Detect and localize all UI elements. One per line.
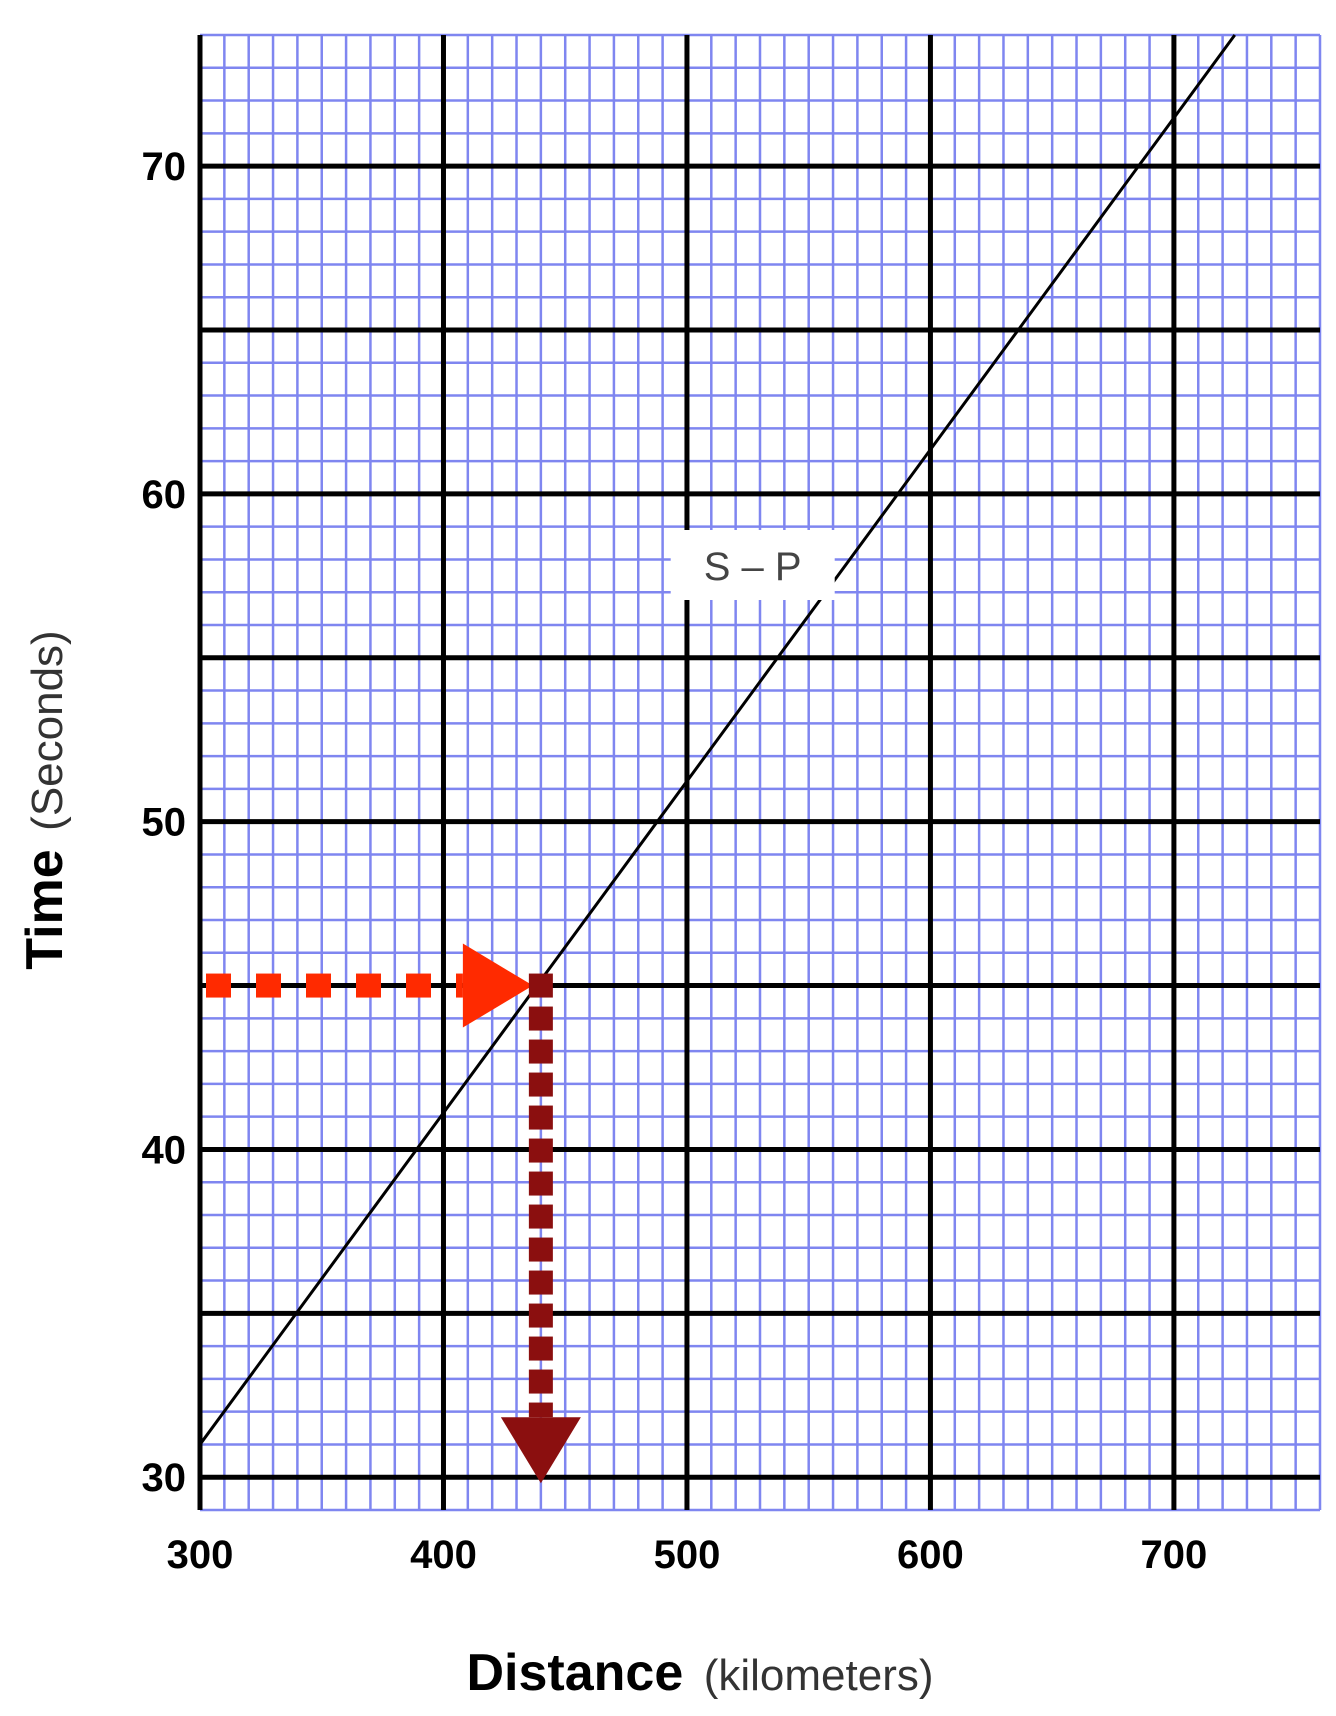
- horizontal-arrow-dash: [356, 973, 381, 998]
- vertical-arrow-dash: [528, 1237, 553, 1262]
- vertical-arrow-dash: [528, 1270, 553, 1295]
- y-axis-title: Time (Seconds): [16, 630, 74, 969]
- x-axis-title: Distance (kilometers): [466, 1644, 933, 1702]
- vertical-arrow-dash: [528, 1336, 553, 1361]
- horizontal-arrow-dash: [256, 973, 281, 998]
- x-tick-label: 400: [410, 1533, 477, 1577]
- vertical-arrow-dash: [528, 973, 553, 998]
- y-axis-title-main: Time: [16, 849, 74, 969]
- y-tick-label: 40: [142, 1128, 187, 1172]
- series-line: [198, 34, 1236, 1446]
- minor-grid: [200, 33, 1322, 1512]
- x-axis-title-unit: (kilometers): [704, 1651, 934, 1700]
- x-axis-title-main: Distance: [466, 1644, 683, 1702]
- major-grid: [197, 35, 1320, 1510]
- vertical-arrow-head: [500, 1417, 581, 1484]
- vertical-arrow-dash: [528, 1369, 553, 1394]
- series-label-box: [670, 530, 835, 600]
- y-tick-label: 70: [142, 145, 187, 189]
- y-tick-label: 50: [142, 801, 187, 845]
- vertical-arrow-dash: [528, 1402, 553, 1418]
- vertical-arrow-dash: [528, 1204, 553, 1229]
- vertical-arrow-dash: [528, 1006, 553, 1031]
- horizontal-arrow-head: [462, 943, 533, 1028]
- y-tick-label: 60: [142, 473, 187, 517]
- x-tick-label: 600: [897, 1533, 964, 1577]
- horizontal-arrow-dash: [206, 973, 231, 998]
- x-tick-label: 300: [167, 1533, 234, 1577]
- y-tick-label: 30: [142, 1456, 187, 1500]
- x-tick-label: 500: [654, 1533, 721, 1577]
- vertical-arrow-dash: [528, 1138, 553, 1163]
- y-axis-title-unit: (Seconds): [23, 630, 72, 831]
- x-tick-labels: 300 400 500 600 700: [167, 1533, 1208, 1577]
- vertical-arrow-dash: [528, 1039, 553, 1064]
- horizontal-arrow-dash: [306, 973, 331, 998]
- vertical-arrow-dash: [528, 1072, 553, 1097]
- horizontal-arrow-dash: [406, 973, 431, 998]
- annotations: [206, 943, 581, 1484]
- vertical-arrow-dash: [528, 1105, 553, 1130]
- x-tick-label: 700: [1141, 1533, 1208, 1577]
- series-label: S – P: [704, 545, 802, 589]
- y-tick-labels: 30 40 50 60 70: [142, 145, 187, 1500]
- vertical-arrow-dash: [528, 1171, 553, 1196]
- series-group: S – P: [198, 34, 1236, 1446]
- vertical-arrow-dash: [528, 1303, 553, 1328]
- horizontal-arrow-dash: [456, 973, 463, 998]
